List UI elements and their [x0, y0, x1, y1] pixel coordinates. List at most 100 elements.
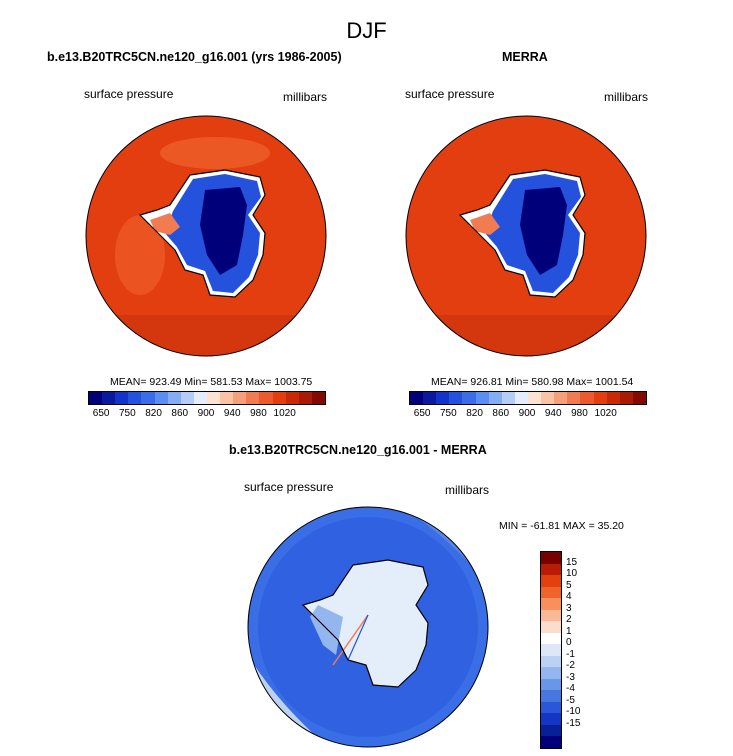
- colorbar-swatch: [436, 392, 450, 404]
- variable-label: surface pressure: [405, 87, 495, 101]
- colorbar-tick-label: 1020: [594, 408, 617, 419]
- colorbar-swatch: [311, 392, 326, 404]
- units-label: millibars: [604, 90, 649, 104]
- colorbar-tick-label: 750: [118, 408, 136, 419]
- colorbar-swatch: [528, 392, 542, 404]
- panel-title-obs: MERRA: [502, 50, 548, 64]
- colorbar-tick-label: -3: [566, 671, 575, 683]
- colorbar-swatch: [207, 392, 221, 404]
- colorbar-swatch: [541, 678, 561, 691]
- colorbar-tick-label: 1: [566, 625, 572, 637]
- variable-label: surface pressure: [244, 480, 334, 494]
- colorbar-swatch: [488, 392, 503, 404]
- colorbar-tick-label: -10: [566, 706, 581, 718]
- colorbar-swatch: [233, 392, 247, 404]
- colorbar-swatch: [541, 563, 561, 576]
- colorbar-swatch: [554, 392, 568, 404]
- colorbar-swatch: [128, 392, 142, 404]
- colorbar-tick-label: 4: [566, 591, 572, 603]
- colorbar-swatch: [606, 392, 621, 404]
- obs-colorbar: [409, 391, 647, 405]
- colorbar-tick-label: 900: [518, 408, 536, 419]
- colorbar-tick-label: 940: [544, 408, 562, 419]
- colorbar-swatch: [154, 392, 169, 404]
- colorbar-swatch: [298, 392, 313, 404]
- colorbar-swatch: [102, 392, 116, 404]
- colorbar-swatch: [541, 598, 561, 611]
- colorbar-swatch: [501, 392, 516, 404]
- colorbar-tick-label: -15: [566, 717, 581, 729]
- colorbar-swatch: [580, 392, 595, 404]
- obs-colorbar-labels: 650 750 820 860 900 940 980 1020: [409, 408, 645, 420]
- colorbar-swatch: [220, 392, 234, 404]
- colorbar-tick-label: 15: [566, 556, 578, 568]
- colorbar-tick-label: -1: [566, 648, 575, 660]
- units-label: millibars: [445, 483, 490, 497]
- colorbar-swatch: [541, 667, 561, 680]
- model-colorbar-labels: 650 750 820 860 900 940 980 1020: [88, 408, 324, 420]
- colorbar-swatch: [593, 392, 608, 404]
- colorbar-swatch: [462, 392, 477, 404]
- colorbar-tick-label: 940: [223, 408, 241, 419]
- colorbar-tick-label: 900: [197, 408, 215, 419]
- colorbar-tick-label: -2: [566, 660, 575, 672]
- colorbar-tick-label: 5: [566, 579, 572, 591]
- colorbar-swatch: [285, 392, 300, 404]
- obs-stats: MEAN= 926.81 Min= 580.98 Max= 1001.54: [431, 376, 634, 388]
- colorbar-swatch: [541, 632, 561, 645]
- colorbar-swatch: [541, 609, 561, 622]
- colorbar-swatch: [632, 392, 647, 404]
- colorbar-swatch: [619, 392, 634, 404]
- colorbar-swatch: [514, 392, 529, 404]
- colorbar-swatch: [541, 690, 561, 703]
- model-map: [85, 115, 327, 357]
- variable-label: surface pressure: [84, 87, 174, 101]
- colorbar-tick-label: 980: [250, 408, 267, 419]
- units-label: millibars: [283, 90, 328, 104]
- colorbar-tick-label: 750: [439, 408, 457, 419]
- colorbar-swatch: [423, 392, 437, 404]
- colorbar-swatch: [541, 392, 555, 404]
- colorbar-swatch: [541, 552, 561, 565]
- colorbar-swatch: [167, 392, 182, 404]
- colorbar-swatch: [449, 392, 463, 404]
- colorbar-swatch: [567, 392, 581, 404]
- figure-title: DJF: [346, 18, 387, 43]
- colorbar-tick-label: 2: [566, 614, 572, 626]
- diff-colorbar-labels: 15 10 5 4 3 2 1 0 -1 -2 -3 -4 -5 -10 -15: [566, 551, 606, 747]
- colorbar-tick-label: 3: [566, 602, 572, 614]
- colorbar-tick-label: 0: [566, 637, 572, 649]
- colorbar-tick-label: 860: [171, 408, 189, 419]
- colorbar-swatch: [272, 392, 287, 404]
- colorbar-swatch: [475, 392, 490, 404]
- colorbar-swatch: [115, 392, 129, 404]
- colorbar-swatch: [541, 736, 561, 749]
- colorbar-swatch: [410, 392, 424, 404]
- colorbar-swatch: [541, 724, 561, 737]
- colorbar-swatch: [193, 392, 208, 404]
- colorbar-swatch: [141, 392, 156, 404]
- colorbar-tick-label: 820: [145, 408, 162, 419]
- diff-stats: MIN = -61.81 MAX = 35.20: [499, 520, 624, 532]
- panel-title-model: b.e13.B20TRC5CN.ne120_g16.001 (yrs 1986-…: [47, 50, 342, 64]
- colorbar-tick-label: 1020: [273, 408, 296, 419]
- diff-colorbar: [540, 551, 562, 749]
- colorbar-tick-label: 650: [92, 408, 110, 419]
- colorbar-swatch: [541, 701, 561, 714]
- model-stats: MEAN= 923.49 Min= 581.53 Max= 1003.75: [110, 376, 313, 388]
- model-colorbar: [88, 391, 326, 405]
- panel-title-diff: b.e13.B20TRC5CN.ne120_g16.001 - MERRA: [229, 443, 487, 457]
- colorbar-swatch: [246, 392, 260, 404]
- colorbar-tick-label: -5: [566, 694, 575, 706]
- colorbar-tick-label: 820: [466, 408, 483, 419]
- colorbar-swatch: [541, 575, 561, 588]
- colorbar-swatch: [541, 644, 561, 657]
- diff-map: [247, 506, 489, 748]
- colorbar-swatch: [89, 392, 103, 404]
- colorbar-tick-label: 10: [566, 568, 578, 580]
- colorbar-swatch: [180, 392, 195, 404]
- colorbar-swatch: [541, 621, 561, 634]
- colorbar-swatch: [541, 713, 561, 726]
- colorbar-swatch: [541, 586, 561, 599]
- obs-map: [405, 115, 647, 357]
